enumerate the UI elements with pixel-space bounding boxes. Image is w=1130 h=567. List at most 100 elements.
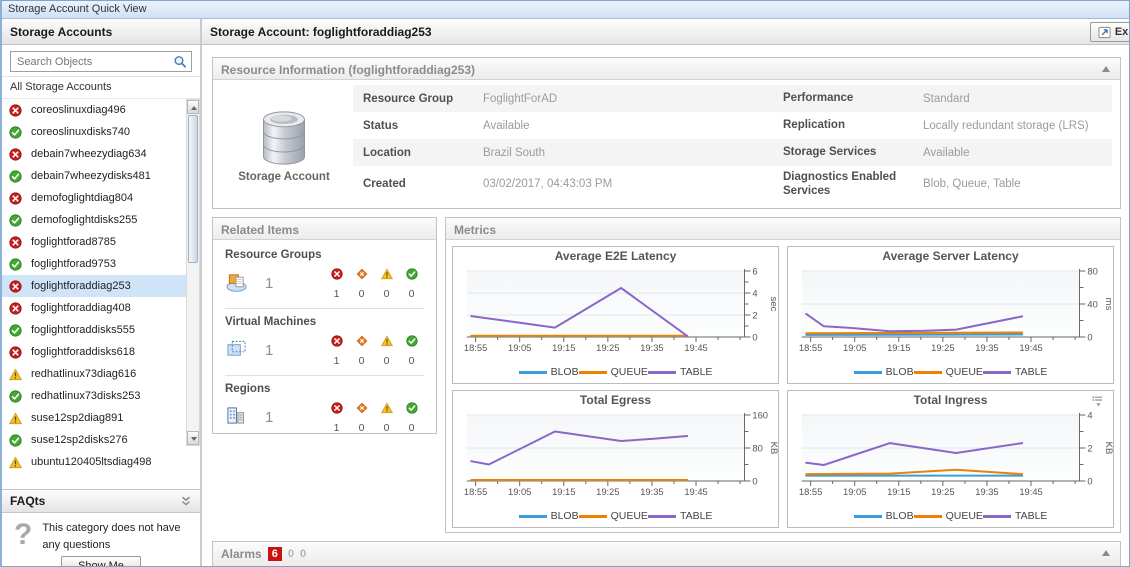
related-group-count[interactable]: 1: [251, 342, 324, 359]
legend-item: BLOB: [854, 366, 914, 378]
field-label: Created: [353, 166, 473, 202]
related-group-count[interactable]: 1: [251, 275, 324, 292]
storage-account-list-item[interactable]: coreoslinuxdiag496: [2, 99, 186, 121]
storage-account-list-item[interactable]: debain7wheezydiag634: [2, 143, 186, 165]
field-value: Available: [473, 112, 773, 139]
search-icon[interactable]: [173, 55, 187, 69]
error-status-icon: [9, 302, 22, 315]
storage-account-list-item[interactable]: redhatlinux73diag616: [2, 363, 186, 385]
chart-legend: BLOBQUEUETABLE: [453, 363, 778, 381]
storage-account-list-item[interactable]: foglightforaddiag408: [2, 297, 186, 319]
fatal-count: 1: [334, 422, 340, 434]
error-status-icon: [9, 192, 22, 205]
storage-account-list-item[interactable]: foglightforaddisks555: [2, 319, 186, 341]
warning-count: 0: [384, 422, 390, 434]
list-item-label: coreoslinuxdisks740: [31, 126, 130, 138]
list-item-label: coreoslinuxdiag496: [31, 104, 126, 116]
scroll-down-arrow[interactable]: [187, 431, 199, 445]
storage-account-quick-view-window: Storage Account Quick View Storage Accou…: [0, 0, 1130, 567]
critical-count: 0: [359, 355, 365, 367]
ok-status-icon: [9, 214, 22, 227]
ok-status-icon: [9, 126, 22, 139]
critical-count: 0: [359, 422, 365, 434]
storage-account-list-item[interactable]: coreoslinuxdisks740: [2, 121, 186, 143]
svg-text:19:35: 19:35: [975, 486, 998, 497]
storage-account-icon-label: Storage Account: [238, 171, 330, 183]
collapse-chevrons-icon[interactable]: [180, 495, 192, 507]
list-item-label: suse12sp2diag891: [31, 412, 123, 424]
collapse-panel-arrow-icon[interactable]: [1102, 66, 1110, 72]
storage-account-list-item[interactable]: foglightforad9753: [2, 253, 186, 275]
list-item-label: foglightforaddisks555: [31, 324, 135, 336]
list-item-label: foglightforaddiag253: [31, 280, 131, 292]
field-label: Location: [353, 139, 473, 166]
resource-info-row: Resource GroupFoglightForADPerformanceSt…: [353, 85, 1112, 112]
related-group-label: Regions: [225, 383, 424, 395]
svg-text:sec: sec: [769, 297, 778, 312]
related-item-group: Virtual Machines11000: [225, 309, 424, 376]
field-value: Locally redundant storage (LRS): [913, 112, 1112, 139]
svg-text:0: 0: [1087, 331, 1092, 342]
svg-text:0: 0: [1087, 475, 1092, 486]
svg-text:160: 160: [752, 411, 768, 421]
storage-account-list-item[interactable]: foglightforad8785: [2, 231, 186, 253]
search-input[interactable]: [15, 55, 173, 69]
chart-legend: BLOBQUEUETABLE: [788, 507, 1113, 525]
warning-alarm-count: 0: [300, 548, 306, 560]
list-item-label: demofoglightdisks255: [31, 214, 137, 226]
scroll-up-arrow[interactable]: [187, 100, 199, 114]
scroll-thumb[interactable]: [188, 115, 198, 263]
faq-title: FAQts: [10, 494, 45, 508]
resource-info-row: Created03/02/2017, 04:43:03 PMDiagnostic…: [353, 166, 1112, 202]
all-storage-accounts-link[interactable]: All Storage Accounts: [2, 77, 200, 99]
svg-text:19:25: 19:25: [931, 486, 954, 497]
normal-count: 0: [409, 422, 415, 434]
legend-item: TABLE: [648, 366, 712, 378]
fatal-alarm-badge[interactable]: 6: [268, 547, 282, 561]
chart-average-server-latency: Average Server Latency18:5519:0519:1519:…: [787, 246, 1114, 384]
storage-account-list-item[interactable]: suse12sp2diag891: [2, 407, 186, 429]
window-title: Storage Account Quick View: [8, 3, 147, 15]
legend-item: QUEUE: [914, 366, 983, 378]
chart-total-egress: Total Egress18:5519:0519:1519:2519:3519:…: [452, 390, 779, 528]
storage-account-list-item[interactable]: demofoglightdisks255: [2, 209, 186, 231]
list-item-label: redhatlinux73diag616: [31, 368, 136, 380]
storage-account-list-item[interactable]: ubuntu120405ltsdiag498: [2, 451, 186, 473]
legend-item: BLOB: [519, 510, 579, 522]
warning-count: 0: [384, 288, 390, 300]
list-item-label: foglightforaddiag408: [31, 302, 131, 314]
svg-text:40: 40: [1087, 298, 1097, 309]
chart-title: Total Ingress: [788, 393, 1113, 411]
storage-account-list-item[interactable]: demofoglightdiag804: [2, 187, 186, 209]
resource-info-header: Resource Information (foglightforaddiag2…: [213, 58, 1120, 80]
storage-account-list-item[interactable]: debain7wheezydisks481: [2, 165, 186, 187]
storage-account-list-item[interactable]: suse12sp2disks276: [2, 429, 186, 451]
legend-item: QUEUE: [579, 510, 648, 522]
resource-group-icon: [225, 271, 248, 292]
storage-account-list-item[interactable]: foglightforaddisks618: [2, 341, 186, 363]
fatal-count: 1: [334, 288, 340, 300]
resource-info-row: LocationBrazil SouthStorage ServicesAvai…: [353, 139, 1112, 166]
explore-button[interactable]: Exp: [1090, 22, 1129, 42]
chart-total-ingress: Total Ingress18:5519:0519:1519:2519:3519…: [787, 390, 1114, 528]
svg-text:2: 2: [752, 309, 757, 320]
sidebar-header: Storage Accounts: [2, 19, 200, 45]
explore-label: Exp: [1115, 26, 1129, 38]
critical-count: 0: [359, 288, 365, 300]
normal-count: 0: [409, 355, 415, 367]
list-item-label: suse12sp2disks276: [31, 434, 128, 446]
chart-legend: BLOBQUEUETABLE: [788, 363, 1113, 381]
list-item-label: foglightforaddisks618: [31, 346, 135, 358]
show-me-button[interactable]: Show Me: [61, 556, 141, 567]
sidebar-scrollbar[interactable]: [186, 99, 200, 446]
svg-text:19:25: 19:25: [596, 486, 619, 497]
chart-title: Total Egress: [453, 393, 778, 411]
collapse-panel-arrow-icon[interactable]: [1102, 550, 1110, 556]
chart-customizer-icon[interactable]: [1091, 395, 1105, 407]
related-group-count[interactable]: 1: [251, 409, 324, 426]
storage-account-list-item[interactable]: foglightforaddiag253: [2, 275, 186, 297]
ok-status-icon: [406, 268, 418, 280]
resource-info-row: StatusAvailableReplicationLocally redund…: [353, 112, 1112, 139]
ok-status-icon: [406, 335, 418, 347]
storage-account-list-item[interactable]: redhatlinux73disks253: [2, 385, 186, 407]
